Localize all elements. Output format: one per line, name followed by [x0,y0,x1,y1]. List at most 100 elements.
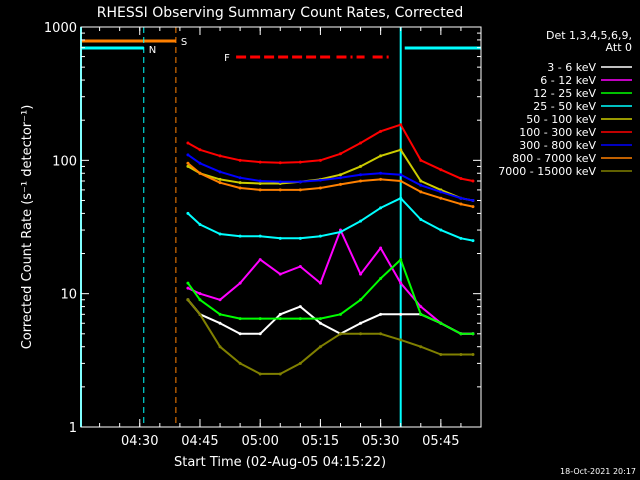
legend-label-50-100-kev: 50 - 100 keV [526,113,596,126]
x-tick-label: 05:00 [241,434,278,449]
series-point-25-50-kev [186,211,190,215]
series-line-800-7000-kev [187,162,474,208]
series-point-25-50-kev [198,223,202,227]
series-point-300-800-kev [318,178,322,182]
series-point-25-50-kev [258,234,262,238]
series-line-100-300-kev [187,123,474,182]
chart-title: RHESSI Observing Summary Count Rates, Co… [97,5,463,21]
series-point-6-12-kev [298,264,302,268]
series-point-6-12-kev [258,258,262,262]
series-point-800-7000-kev [198,171,202,175]
series-point-12-25-kev [298,317,302,321]
series-point-12-25-kev [399,258,403,262]
series-point-25-50-kev [359,219,363,223]
series-point-12-25-kev [419,312,423,316]
series-point-7000-15000-kev [298,361,302,365]
series-point-300-800-kev [198,161,202,165]
series-point-100-300-kev [218,154,222,158]
series-point-100-300-kev [419,158,423,162]
series-point-3-6-kev [238,332,242,336]
y-tick-label: 1000 [44,21,77,36]
series-point-12-25-kev [198,298,202,302]
series-point-50-100-kev [359,164,363,168]
legend-label-800-7000-kev: 800 - 7000 keV [512,152,596,165]
series-point-800-7000-kev [419,190,423,194]
plot-frame [80,26,482,428]
series-point-7000-15000-kev [238,361,242,365]
series-line-6-12-kev [187,229,473,335]
series-point-50-100-kev [238,181,242,185]
series-point-300-800-kev [419,183,423,187]
series-point-300-800-kev [338,176,342,180]
series-point-100-300-kev [186,141,190,145]
series-point-12-25-kev [186,281,190,285]
series-point-300-800-kev [439,190,443,194]
series-line-7000-15000-kev [187,299,473,375]
series-point-7000-15000-kev [218,345,222,349]
legend-label-25-50-kev: 25 - 50 keV [533,100,596,113]
series-point-7000-15000-kev [198,312,202,316]
series-point-6-12-kev [278,272,282,276]
series-point-7000-15000-kev [399,338,403,342]
series-point-7000-15000-kev [318,345,322,349]
timestamp: 18-Oct-2021 20:17 [560,467,636,476]
series-point-25-50-kev [338,230,342,234]
series-point-7000-15000-kev [419,345,423,349]
series-point-800-7000-kev [359,179,363,183]
series-point-6-12-kev [359,272,363,276]
series-point-12-25-kev [459,332,463,336]
series-point-800-7000-kev [471,205,475,209]
flare-flag-label: F [224,53,230,64]
legend-label-12-25-kev: 12 - 25 keV [533,87,596,100]
series-point-25-50-kev [278,236,282,240]
series-point-6-12-kev [379,246,383,250]
series-line-25-50-kev [187,197,474,242]
series-point-300-800-kev [278,180,282,184]
series-point-12-25-kev [439,321,443,325]
legend-label-6-12-kev: 6 - 12 keV [540,74,596,87]
series-point-100-300-kev [298,160,302,164]
series-point-3-6-kev [399,312,403,316]
saa-flag-label: S [181,37,187,48]
series-point-300-800-kev [218,170,222,174]
series-point-100-300-kev [399,123,403,127]
series-point-300-800-kev [258,179,262,183]
series-point-6-12-kev [238,281,242,285]
series-point-6-12-kev [186,286,190,290]
series-point-25-50-kev [379,206,383,210]
series-point-50-100-kev [399,148,403,152]
x-tick-label: 05:45 [422,434,459,449]
series-point-50-100-kev [419,179,423,183]
series-point-12-25-kev [258,317,262,321]
series-point-25-50-kev [459,236,463,240]
series-point-7000-15000-kev [379,332,383,336]
series-point-25-50-kev [419,217,423,221]
series-point-800-7000-kev [459,202,463,206]
series-point-7000-15000-kev [359,332,363,336]
series-point-3-6-kev [258,332,262,336]
series-point-3-6-kev [298,305,302,309]
series-point-300-800-kev [186,153,190,157]
series-point-25-50-kev [238,234,242,238]
series-point-7000-15000-kev [459,352,463,356]
series-point-100-300-kev [318,158,322,162]
legend-label-100-300-kev: 100 - 300 keV [519,126,596,139]
series-point-50-100-kev [218,177,222,181]
night-flag-label: N [149,45,156,56]
series-point-800-7000-kev [258,188,262,192]
series-point-300-800-kev [379,171,383,175]
x-tick-label: 04:45 [181,434,218,449]
series-point-6-12-kev [218,298,222,302]
series-point-12-25-kev [238,317,242,321]
legend-header-line-2: Att 0 [606,41,632,54]
series-point-800-7000-kev [439,196,443,200]
x-tick-label: 05:15 [302,434,339,449]
series-point-800-7000-kev [338,182,342,186]
series-point-12-25-kev [338,312,342,316]
series-point-100-300-kev [338,152,342,156]
series-point-7000-15000-kev [186,298,190,302]
x-tick-label: 05:30 [362,434,399,449]
